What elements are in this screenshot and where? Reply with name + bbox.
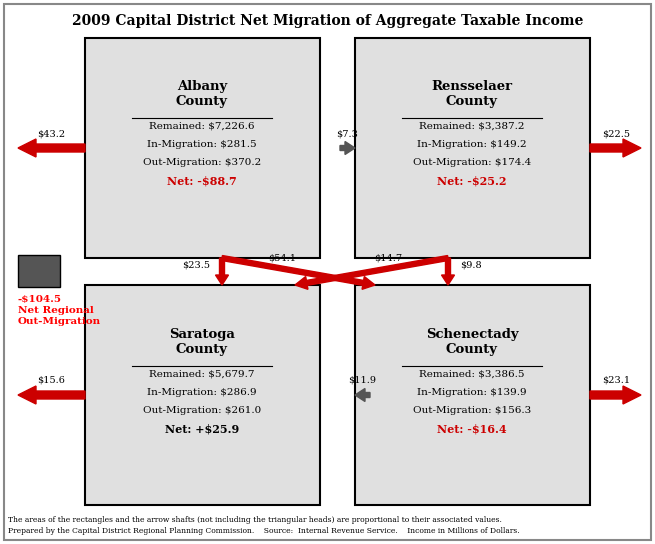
Text: $23.1: $23.1 [602,376,630,385]
Text: In-Migration: $286.9: In-Migration: $286.9 [147,388,257,397]
Text: $14.7: $14.7 [374,253,402,262]
Text: $54.1: $54.1 [268,253,296,262]
Text: Rensselaer
County: Rensselaer County [432,80,513,108]
Text: $22.5: $22.5 [602,129,630,138]
Bar [355,285,590,505]
FancyArrow shape [340,141,355,154]
Bar [355,38,590,258]
Text: $9.8: $9.8 [460,261,481,269]
Text: $23.5: $23.5 [182,261,210,269]
FancyArrow shape [18,139,85,157]
Text: $7.3: $7.3 [336,129,358,138]
Bar [85,285,320,505]
FancyArrow shape [355,388,370,401]
Text: Schenectady
County: Schenectady County [426,328,518,356]
Text: 2009 Capital District Net Migration of Aggregate Taxable Income: 2009 Capital District Net Migration of A… [72,14,584,28]
Text: $15.6: $15.6 [37,376,65,385]
FancyArrow shape [295,256,449,289]
Text: Net: -$88.7: Net: -$88.7 [167,176,237,187]
Text: Remained: $5,679.7: Remained: $5,679.7 [149,370,255,379]
Text: Net: +$25.9: Net: +$25.9 [165,424,239,435]
FancyArrow shape [221,256,375,289]
Text: Remained: $7,226.6: Remained: $7,226.6 [149,122,255,131]
FancyArrow shape [441,258,455,285]
Text: -$104.5
Net Regional
Out-Migration: -$104.5 Net Regional Out-Migration [18,295,101,326]
FancyArrow shape [18,386,85,404]
Text: Out-Migration: $370.2: Out-Migration: $370.2 [143,158,261,167]
Text: Net: -$25.2: Net: -$25.2 [438,176,507,187]
Text: Prepared by the Capital District Regional Planning Commission.    Source:  Inter: Prepared by the Capital District Regiona… [8,527,519,535]
Text: In-Migration: $281.5: In-Migration: $281.5 [147,140,257,149]
Text: In-Migration: $149.2: In-Migration: $149.2 [417,140,527,149]
Text: $43.2: $43.2 [37,129,65,138]
Text: Out-Migration: $261.0: Out-Migration: $261.0 [143,406,261,415]
Bar [18,255,60,287]
Text: Out-Migration: $174.4: Out-Migration: $174.4 [413,158,531,167]
Text: Net: -$16.4: Net: -$16.4 [437,424,507,435]
FancyArrow shape [590,139,641,157]
Text: Albany
County: Albany County [176,80,228,108]
FancyArrow shape [215,258,229,285]
Bar [85,38,320,258]
Text: Saratoga
County: Saratoga County [169,328,235,356]
Text: $11.9: $11.9 [348,376,376,385]
Text: The areas of the rectangles and the arrow shafts (not including the triangular h: The areas of the rectangles and the arro… [8,516,502,524]
Text: In-Migration: $139.9: In-Migration: $139.9 [417,388,527,397]
Text: Out-Migration: $156.3: Out-Migration: $156.3 [413,406,531,415]
Text: Remained: $3,387.2: Remained: $3,387.2 [419,122,525,131]
FancyArrow shape [590,386,641,404]
Text: Remained: $3,386.5: Remained: $3,386.5 [419,370,525,379]
